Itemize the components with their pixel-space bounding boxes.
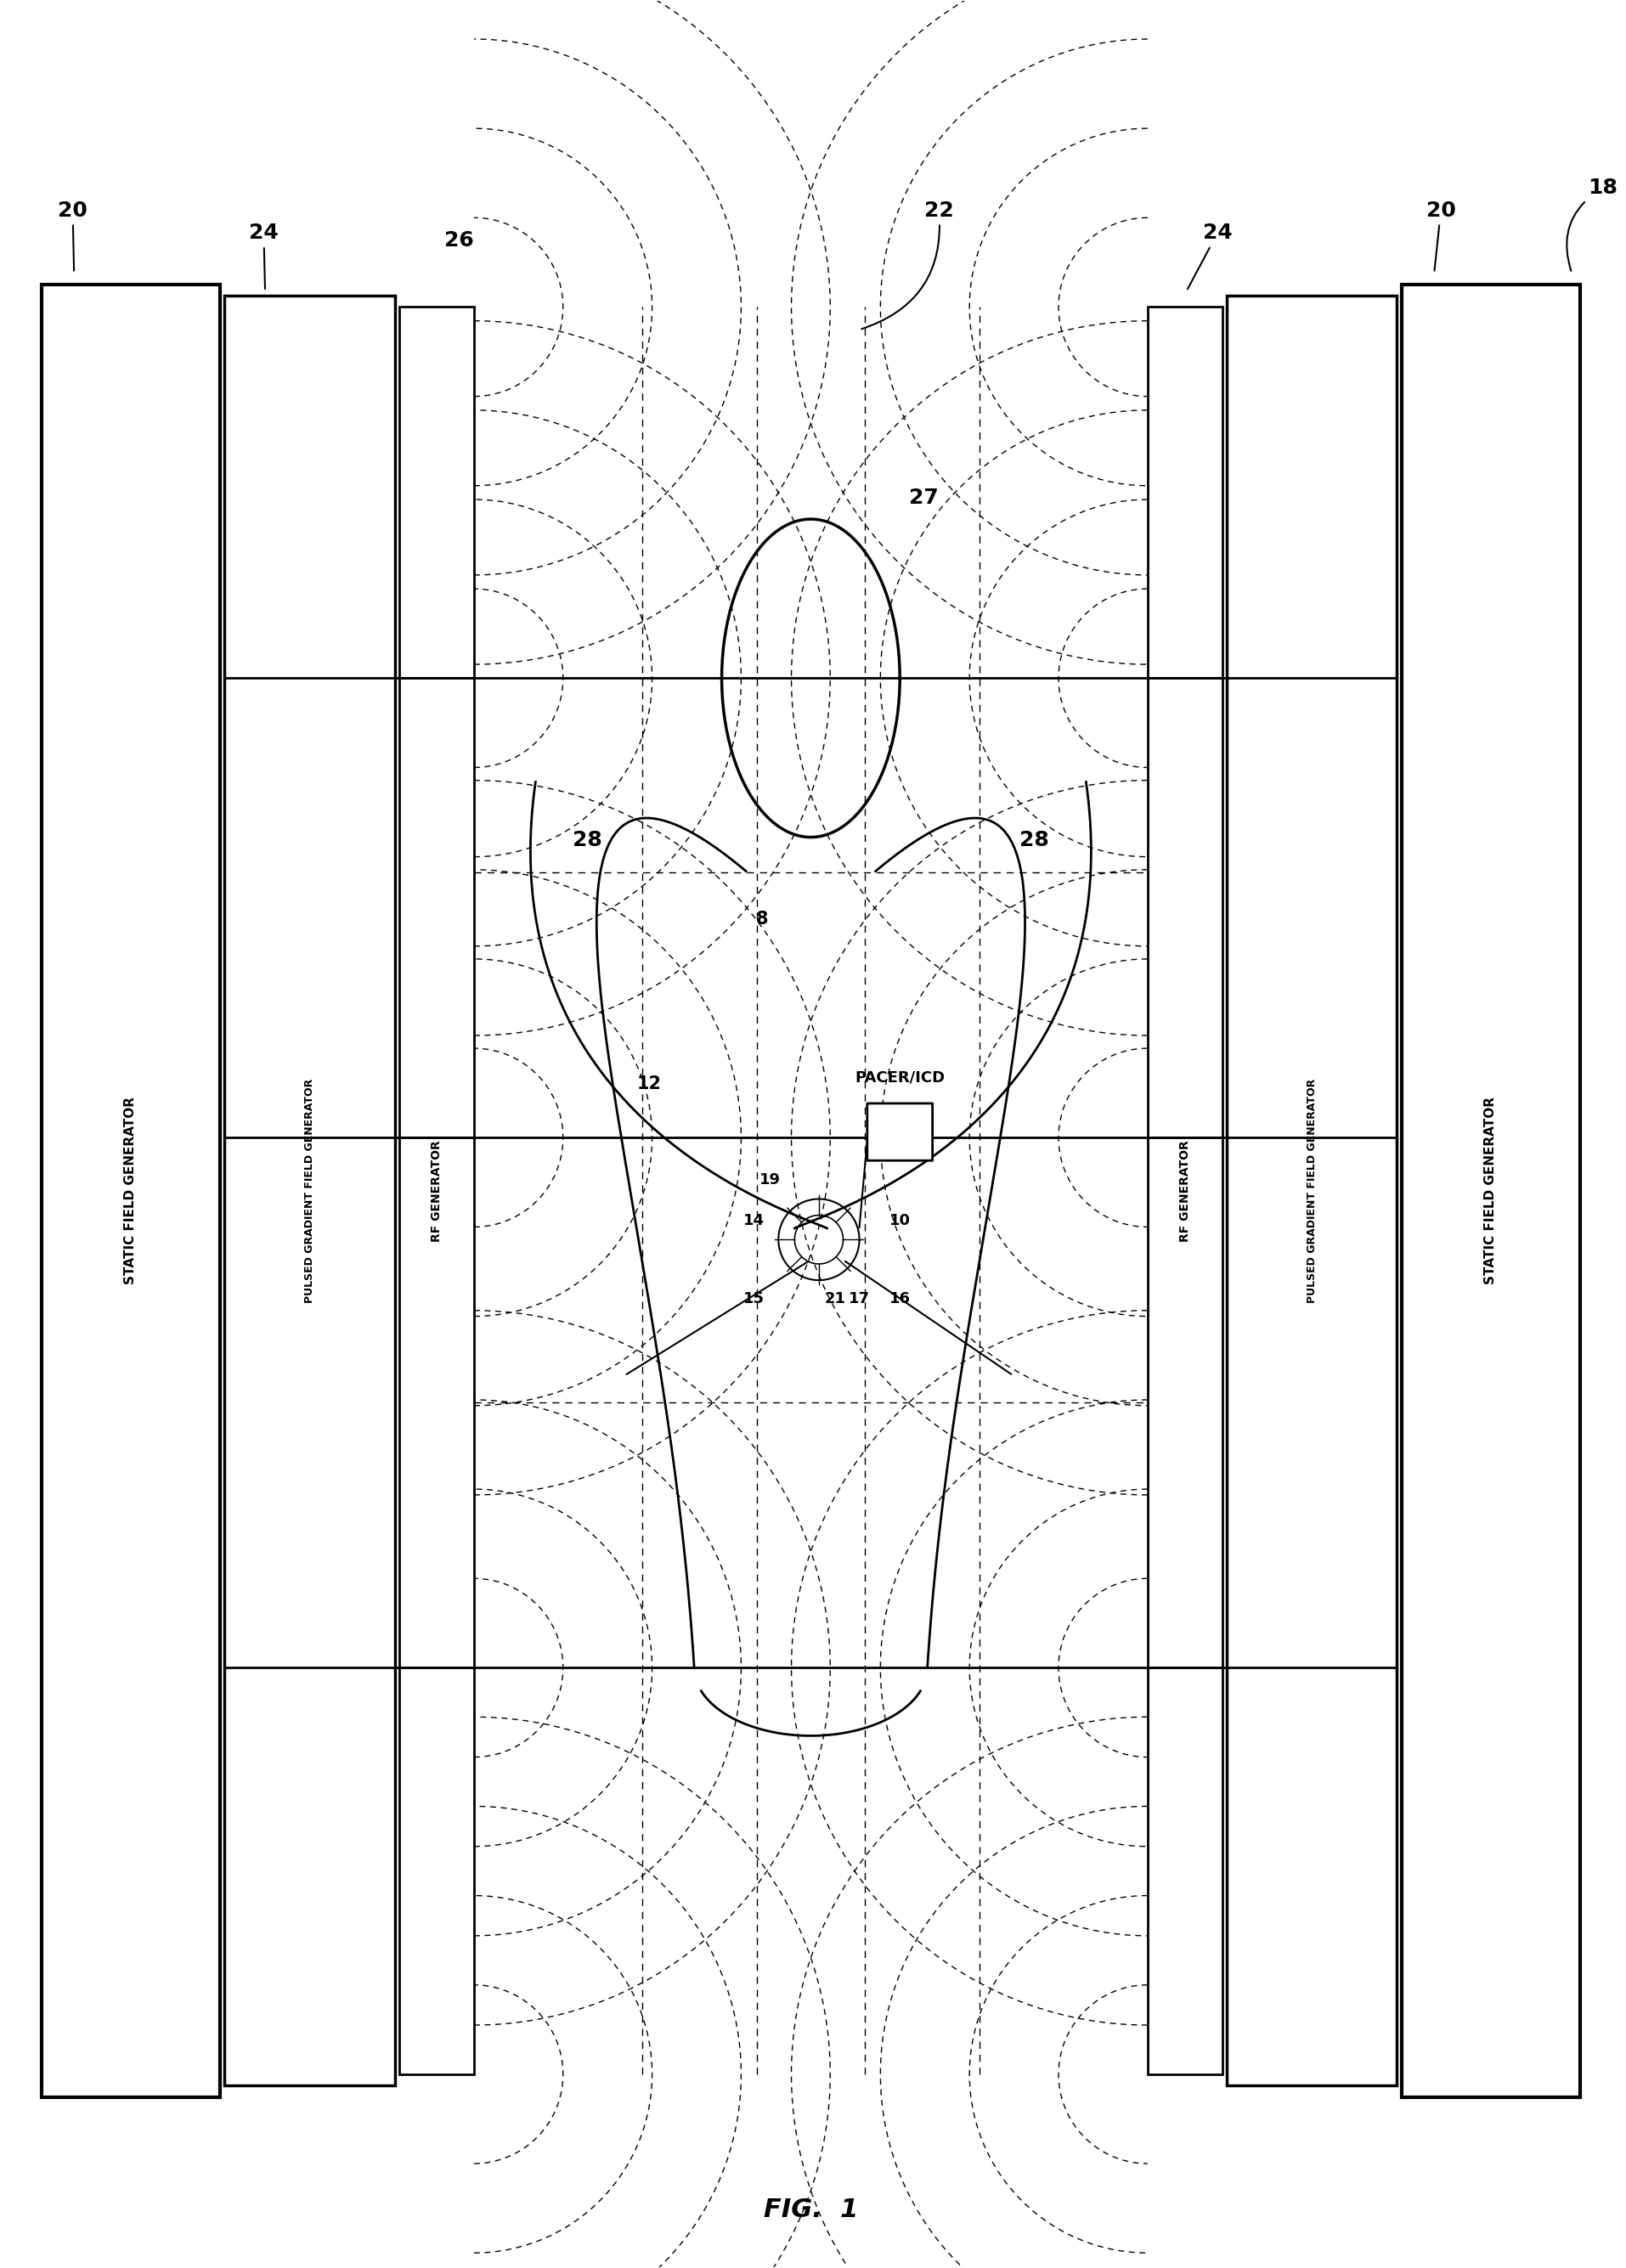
Text: FIG.  1: FIG. 1 — [764, 2198, 859, 2223]
Text: PULSED GRADIENT FIELD GENERATOR: PULSED GRADIENT FIELD GENERATOR — [1306, 1077, 1317, 1302]
Bar — [400, 306, 475, 2075]
Text: 24: 24 — [249, 222, 278, 288]
Text: 26: 26 — [444, 229, 475, 249]
Text: 24: 24 — [1187, 222, 1233, 288]
Text: 16: 16 — [889, 1290, 911, 1306]
Text: 28: 28 — [1020, 830, 1049, 850]
Text: 17: 17 — [849, 1290, 870, 1306]
Text: PULSED GRADIENT FIELD GENERATOR: PULSED GRADIENT FIELD GENERATOR — [304, 1077, 315, 1302]
Text: 10: 10 — [889, 1213, 911, 1229]
Text: 20: 20 — [59, 200, 88, 270]
Bar — [1228, 295, 1397, 2087]
Bar — [42, 284, 220, 2098]
Text: 12: 12 — [636, 1075, 662, 1093]
FancyBboxPatch shape — [867, 1105, 932, 1161]
Text: 22: 22 — [862, 200, 954, 329]
Bar — [224, 295, 395, 2087]
Text: 8: 8 — [756, 912, 769, 928]
Text: 19: 19 — [759, 1173, 780, 1188]
Text: 27: 27 — [909, 488, 938, 508]
Text: RF GENERATOR: RF GENERATOR — [431, 1141, 442, 1241]
Text: 18: 18 — [1567, 177, 1618, 270]
Bar — [1148, 306, 1223, 2075]
Text: 14: 14 — [743, 1213, 764, 1229]
Text: RF GENERATOR: RF GENERATOR — [1179, 1141, 1190, 1241]
Bar — [1402, 284, 1580, 2098]
Text: 21: 21 — [824, 1290, 846, 1306]
Text: STATIC FIELD GENERATOR: STATIC FIELD GENERATOR — [1485, 1098, 1498, 1284]
Text: 20: 20 — [1426, 200, 1455, 270]
Text: PACER/ICD: PACER/ICD — [855, 1070, 945, 1086]
Text: 15: 15 — [743, 1290, 764, 1306]
Text: 28: 28 — [572, 830, 602, 850]
Text: STATIC FIELD GENERATOR: STATIC FIELD GENERATOR — [124, 1098, 137, 1284]
